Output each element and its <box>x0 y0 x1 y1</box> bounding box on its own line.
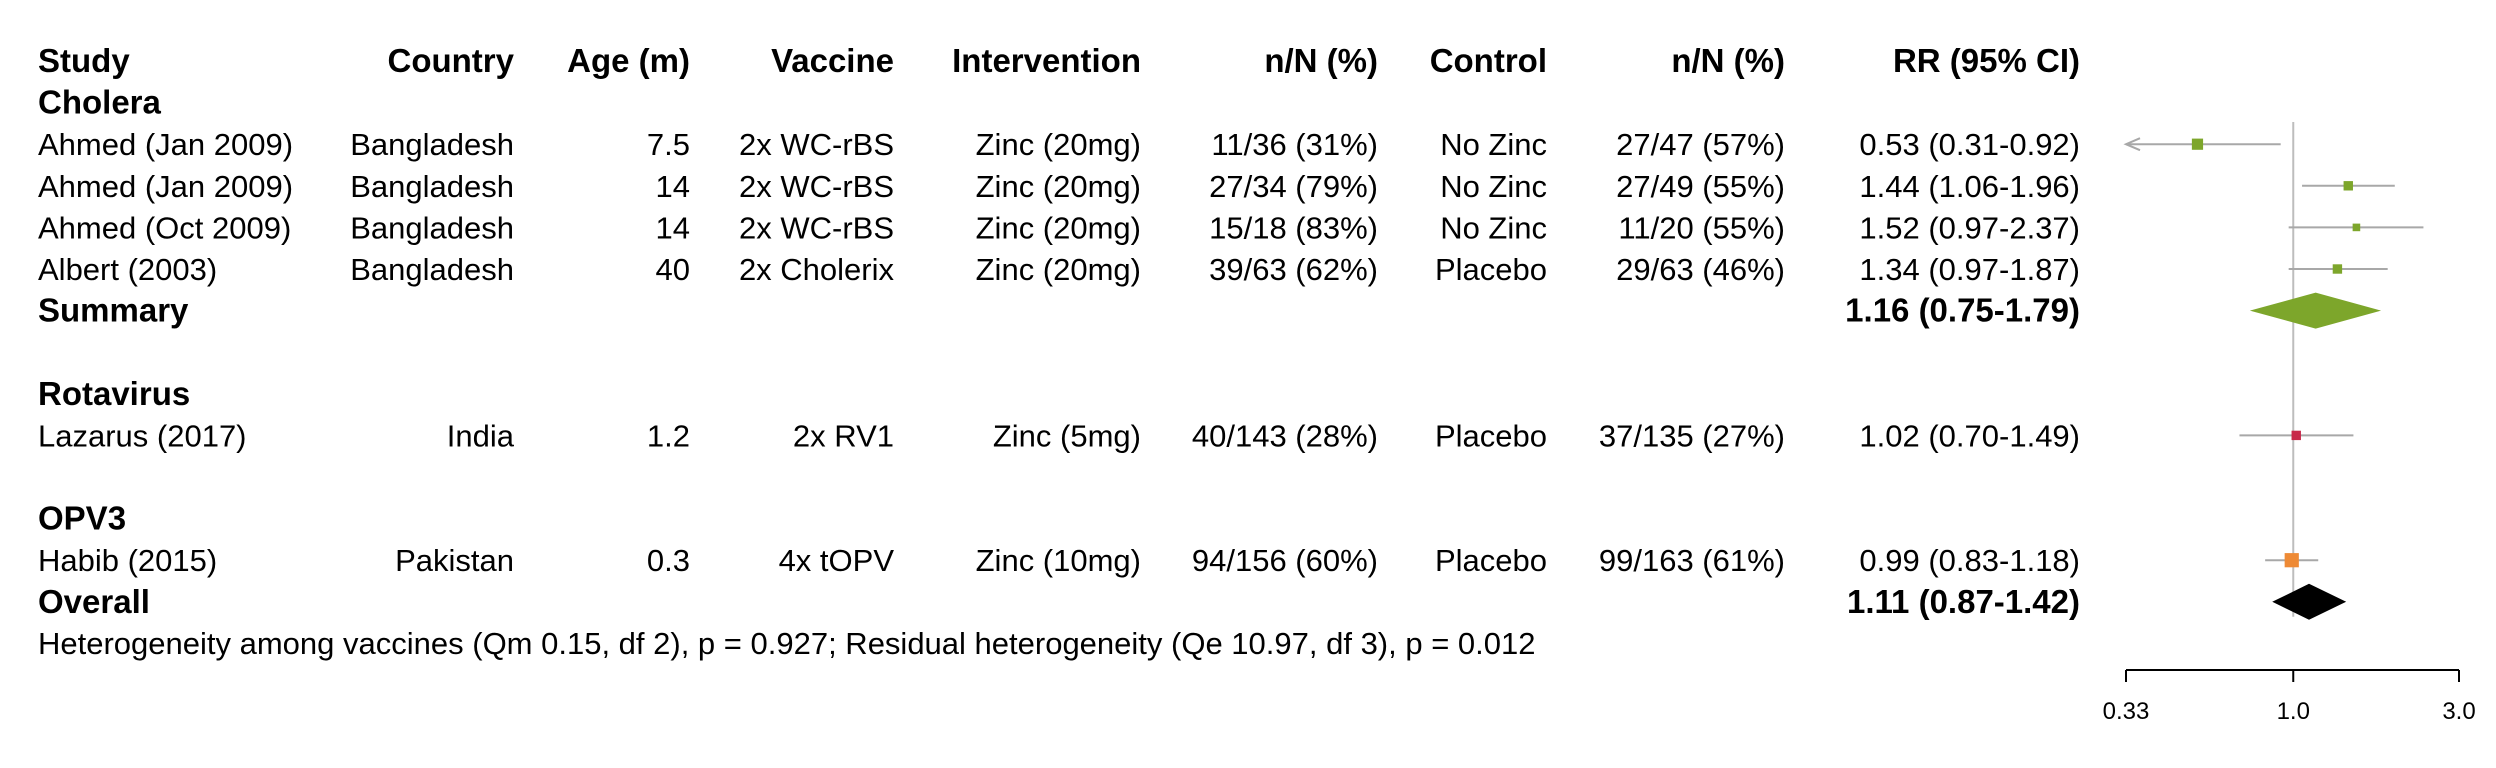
group-label: Rotavirus <box>38 375 190 412</box>
cell-rr: 1.44 (1.06-1.96) <box>1859 169 2080 204</box>
overall-diamond <box>2272 583 2347 620</box>
cell-study: Albert (2003) <box>38 252 217 287</box>
cell-intervention: Zinc (10mg) <box>976 543 1141 578</box>
point-estimate <box>2332 264 2343 274</box>
cell-rr: 0.99 (0.83-1.18) <box>1859 543 2080 578</box>
cell-intervention: Zinc (20mg) <box>976 252 1141 287</box>
cell-rr: 1.02 (0.70-1.49) <box>1859 418 2080 453</box>
ci-arrow <box>2123 137 2141 152</box>
cell-int_n: 39/63 (62%) <box>1209 252 1378 287</box>
point-estimate <box>2343 181 2353 191</box>
cell-age: 1.2 <box>647 418 690 453</box>
point-estimate <box>2352 223 2361 232</box>
cell-intervention: Zinc (20mg) <box>976 127 1141 162</box>
point-estimate <box>2284 553 2299 568</box>
cell-ctl_n: 27/47 (57%) <box>1616 127 1785 162</box>
cell-intervention: Zinc (5mg) <box>993 418 1141 453</box>
x-tick-label: 3.0 <box>2442 698 2475 725</box>
summary-diamond <box>2249 292 2382 329</box>
cell-country: Pakistan <box>395 543 514 578</box>
group-label: Cholera <box>38 84 162 121</box>
cell-ctl_n: 11/20 (55%) <box>1618 210 1785 245</box>
cell-int_n: 11/36 (31%) <box>1211 127 1378 162</box>
header-rr: RR (95% CI) <box>1893 42 2080 79</box>
cell-vaccine: 2x Cholerix <box>739 252 895 287</box>
cell-int_n: 27/34 (79%) <box>1209 169 1378 204</box>
cell-rr: 1.52 (0.97-2.37) <box>1859 210 2080 245</box>
header-study: Study <box>38 42 130 79</box>
cell-country: Bangladesh <box>350 169 514 204</box>
cell-ctl_n: 27/49 (55%) <box>1616 169 1785 204</box>
cell-ctl_n: 99/163 (61%) <box>1599 543 1785 578</box>
header-int_n: n/N (%) <box>1264 42 1378 79</box>
cell-study: Habib (2015) <box>38 543 217 578</box>
overall-rr: 1.11 (0.87-1.42) <box>1847 583 2080 620</box>
cell-control: No Zinc <box>1440 210 1547 245</box>
x-tick-label: 1.0 <box>2277 698 2310 725</box>
cell-int_n: 15/18 (83%) <box>1209 210 1378 245</box>
cell-study: Ahmed (Oct 2009) <box>38 210 291 245</box>
summary-label: Summary <box>38 292 189 329</box>
header-intervention: Intervention <box>952 42 1141 79</box>
cell-age: 0.3 <box>647 543 690 578</box>
group-label: OPV3 <box>38 500 126 537</box>
header-age: Age (m) <box>567 42 690 79</box>
cell-vaccine: 2x WC-rBS <box>739 169 894 204</box>
cell-age: 7.5 <box>647 127 690 162</box>
cell-age: 14 <box>656 210 690 245</box>
cell-vaccine: 2x WC-rBS <box>739 127 894 162</box>
cell-vaccine: 2x RV1 <box>793 418 894 453</box>
cell-rr: 0.53 (0.31-0.92) <box>1859 127 2080 162</box>
cell-study: Ahmed (Jan 2009) <box>38 127 293 162</box>
heterogeneity-note: Heterogeneity among vaccines (Qm 0.15, d… <box>38 626 1536 661</box>
cell-control: Placebo <box>1435 543 1547 578</box>
cell-country: Bangladesh <box>350 127 514 162</box>
cell-intervention: Zinc (20mg) <box>976 169 1141 204</box>
cell-control: Placebo <box>1435 418 1547 453</box>
cell-country: India <box>447 418 515 453</box>
header-ctl_n: n/N (%) <box>1671 42 1785 79</box>
cell-intervention: Zinc (20mg) <box>976 210 1141 245</box>
point-estimate <box>2191 138 2204 150</box>
summary-rr: 1.16 (0.75-1.79) <box>1845 292 2080 329</box>
overall-label: Overall <box>38 583 150 620</box>
cell-vaccine: 4x tOPV <box>779 543 895 578</box>
cell-control: No Zinc <box>1440 169 1547 204</box>
point-estimate <box>2291 430 2301 441</box>
header-vaccine: Vaccine <box>771 42 894 79</box>
cell-country: Bangladesh <box>350 252 514 287</box>
cell-country: Bangladesh <box>350 210 514 245</box>
cell-ctl_n: 37/135 (27%) <box>1599 418 1785 453</box>
header-country: Country <box>388 42 515 79</box>
cell-int_n: 94/156 (60%) <box>1192 543 1378 578</box>
cell-rr: 1.34 (0.97-1.87) <box>1859 252 2080 287</box>
cell-study: Lazarus (2017) <box>38 418 247 453</box>
cell-control: No Zinc <box>1440 127 1547 162</box>
cell-study: Ahmed (Jan 2009) <box>38 169 293 204</box>
cell-ctl_n: 29/63 (46%) <box>1616 252 1785 287</box>
cell-age: 14 <box>656 169 690 204</box>
cell-age: 40 <box>656 252 690 287</box>
x-tick-label: 0.33 <box>2103 698 2150 725</box>
header-control: Control <box>1430 42 1547 79</box>
cell-control: Placebo <box>1435 252 1547 287</box>
cell-int_n: 40/143 (28%) <box>1192 418 1378 453</box>
cell-vaccine: 2x WC-rBS <box>739 210 894 245</box>
